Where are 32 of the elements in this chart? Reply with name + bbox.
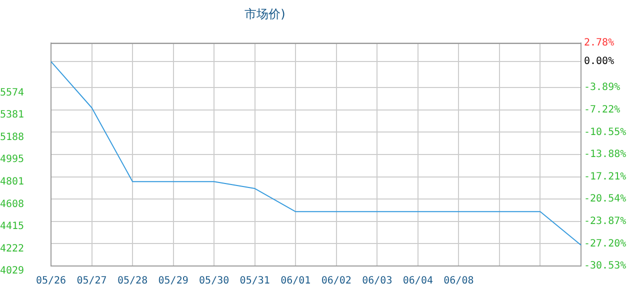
x-tick-label: 05/26 — [36, 276, 66, 287]
y2-tick-label: -30.53% — [584, 260, 626, 272]
y-tick-label: 5188 — [0, 132, 24, 143]
y-tick-label: 5381 — [0, 110, 24, 121]
x-tick-label: 05/31 — [240, 276, 270, 287]
chart-title: 市场价) — [244, 6, 286, 23]
y2-tick-label: -7.22% — [584, 104, 620, 116]
x-tick-label: 06/08 — [444, 276, 474, 287]
x-tick-label: 05/27 — [76, 276, 107, 287]
y2-tick-label: -10.55% — [584, 126, 626, 138]
y-tick-label: 4029 — [0, 266, 24, 277]
y-tick-label: 4222 — [0, 243, 24, 254]
y2-tick-label: -13.88% — [584, 149, 626, 160]
y-tick-label: 4995 — [0, 154, 24, 166]
y2-tick-label: -20.54% — [584, 194, 626, 205]
y2-tick-label: -17.21% — [584, 171, 626, 182]
y-tick-label: 4415 — [0, 221, 24, 232]
y2-tick-label: -3.89% — [584, 82, 620, 94]
y-tick-label: 4801 — [0, 176, 24, 188]
x-tick-label: 06/04 — [402, 276, 433, 287]
x-tick-label: 05/29 — [158, 276, 188, 287]
y-tick-label: 4608 — [0, 198, 24, 210]
x-tick-label: 05/28 — [117, 276, 148, 287]
y2-tick-label: -23.87% — [584, 216, 626, 228]
y2-tick-label: -27.20% — [584, 238, 626, 250]
x-tick-label: 06/01 — [280, 276, 311, 287]
x-tick-label: 06/02 — [321, 276, 352, 287]
y2-tick-label: 2.78% — [584, 38, 614, 49]
y2-tick-label: 0.00% — [584, 56, 614, 68]
y-tick-label: 5574 — [0, 87, 24, 98]
x-tick-label: 06/03 — [362, 276, 392, 287]
x-tick-label: 05/30 — [199, 276, 230, 287]
